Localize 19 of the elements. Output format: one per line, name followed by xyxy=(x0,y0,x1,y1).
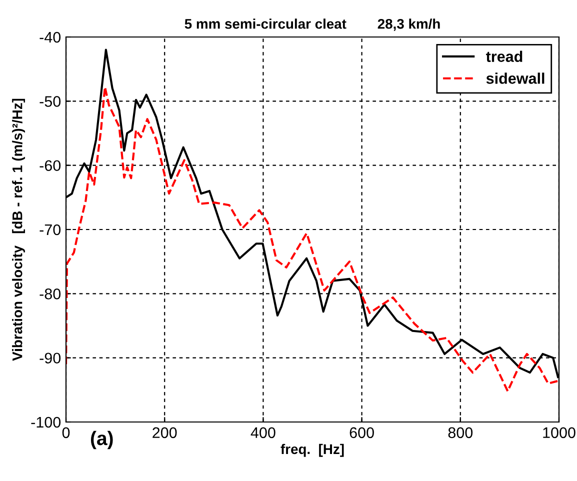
y-tick-label: -60 xyxy=(40,160,61,172)
x-tick-label: 0 xyxy=(62,427,70,438)
chart-title: 5 mm semi-circular cleat 28,3 km/h xyxy=(184,18,440,31)
y-tick-label: -90 xyxy=(40,352,61,364)
y-tick-label: -70 xyxy=(40,224,61,236)
text: (a) xyxy=(90,430,113,450)
y-tick-label: -40 xyxy=(40,32,61,43)
y-tick-label: -80 xyxy=(40,288,61,300)
x-axis-title: freq. [Hz] xyxy=(280,444,344,457)
legend-label: tread xyxy=(486,50,522,62)
x-tick-label: 400 xyxy=(250,427,276,438)
y-tick-label: -50 xyxy=(40,96,61,107)
y-tick-label: -100 xyxy=(31,416,61,428)
y-axis-title: Vibration velocity [dB - ref. 1 (m/s)²/Hz] xyxy=(12,98,26,361)
x-tick-label: 600 xyxy=(350,427,374,438)
legend-label: sidewall xyxy=(486,72,544,84)
x-tick-label: 800 xyxy=(448,427,473,438)
x-tick-label: 1000 xyxy=(543,427,576,438)
x-tick-label: 200 xyxy=(152,427,177,438)
